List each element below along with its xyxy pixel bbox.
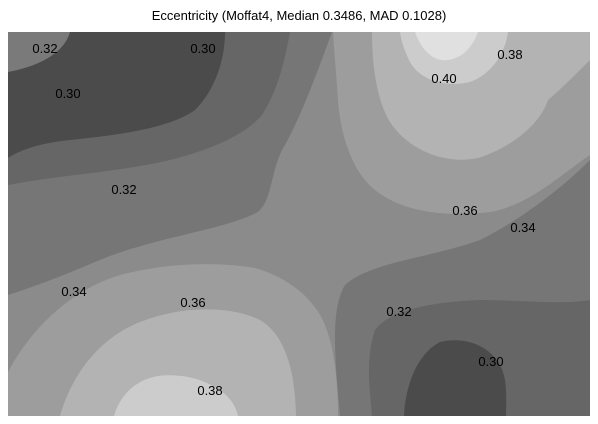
band-lt-0-30-bottom-right	[404, 340, 507, 416]
contour-label: 0.40	[431, 71, 456, 86]
band-peak-top-right	[415, 32, 478, 61]
contour-label: 0.34	[510, 220, 535, 235]
band-lt-0-30-top-left	[8, 32, 225, 158]
contour-label: 0.36	[180, 295, 205, 310]
band-0-38-bottom-left	[60, 309, 296, 416]
contour-label: 0.38	[497, 47, 522, 62]
contour-label: 0.30	[478, 354, 503, 369]
contour-labels: 0.32 0.30 0.30 0.32 0.34 0.36 0.38 0.40 0.38 0.36…	[32, 41, 535, 398]
contour-label: 0.30	[190, 41, 215, 56]
contour-label: 0.38	[197, 383, 222, 398]
contour-label: 0.36	[452, 203, 477, 218]
contour-label: 0.32	[111, 182, 136, 197]
contour-fills	[8, 32, 590, 416]
contour-label: 0.32	[386, 304, 411, 319]
contour-label: 0.34	[61, 284, 86, 299]
chart-title: Eccentricity (Moffat4, Median 0.3486, MA…	[151, 8, 447, 23]
band-peak-bottom-left	[114, 375, 238, 416]
contour-label: 0.30	[55, 86, 80, 101]
contour-label: 0.32	[32, 41, 57, 56]
band-corner-top-left	[8, 32, 70, 72]
